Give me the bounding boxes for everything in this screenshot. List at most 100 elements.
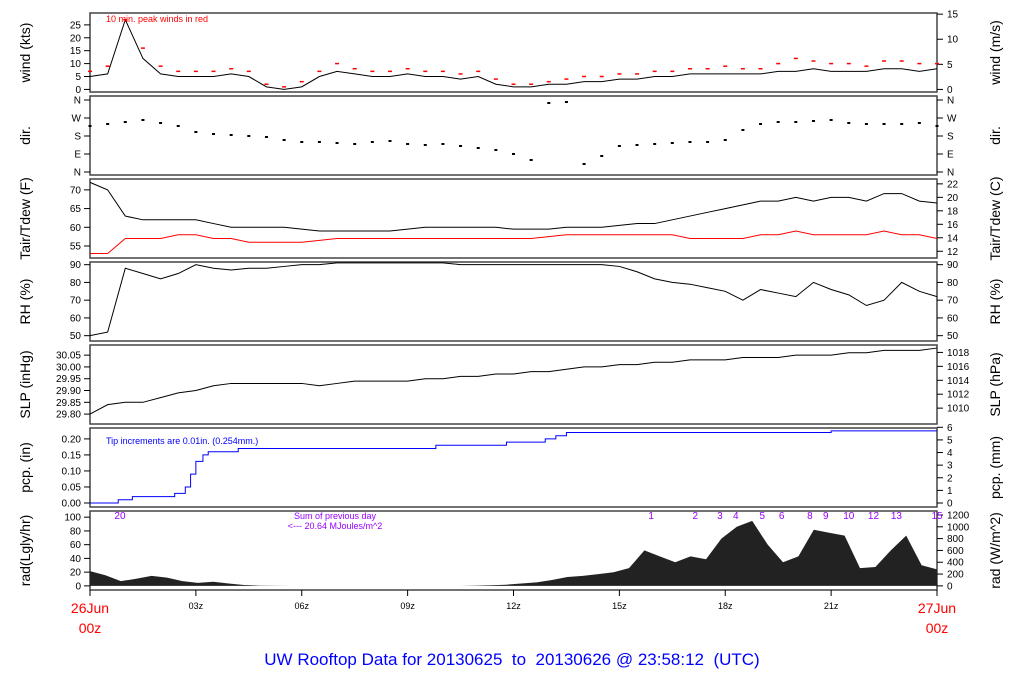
- slp-ytick-label: 29.85: [56, 398, 81, 409]
- wind-direction-point: [759, 123, 763, 125]
- rad-ytick-label: 60: [70, 540, 82, 551]
- temp-ytick-label-right: 12: [947, 247, 959, 258]
- wind-direction-point: [212, 133, 216, 135]
- wind-direction-point: [88, 125, 92, 127]
- wind-direction-point: [282, 139, 286, 141]
- dir-ytick-label-right: E: [947, 150, 954, 161]
- wind-direction-point: [264, 136, 268, 138]
- rad-ylabel: rad(Lgly/hr): [17, 515, 33, 587]
- start-date-label: 00z: [79, 620, 102, 636]
- dir-ytick-label-right: N: [947, 96, 954, 107]
- slp-ytick-label-right: 1010: [947, 404, 970, 415]
- pcp-ytick-label-right: 0: [947, 498, 953, 509]
- temp-ytick-label: 60: [70, 223, 82, 234]
- wind-direction-point: [794, 121, 798, 123]
- wind-direction-point: [335, 142, 339, 144]
- temp-ylabel-right: Tair/Tdew (C): [987, 176, 1003, 260]
- slp-ytick-label: 29.80: [56, 410, 81, 421]
- pcp-ytick-label: 0.10: [62, 466, 82, 477]
- wind-direction-point: [423, 144, 427, 146]
- wind-direction-point: [847, 122, 851, 124]
- wind-direction-point: [353, 143, 357, 145]
- wind-ytick-label: 10: [70, 59, 82, 70]
- xtick-label: 09z: [400, 601, 415, 611]
- wind-direction-point: [159, 122, 163, 124]
- wind-direction-point: [564, 101, 568, 103]
- wind-ytick-label: 20: [70, 33, 82, 44]
- wind-ytick-label: 25: [70, 20, 82, 31]
- pcp-ytick-label-right: 3: [947, 461, 953, 472]
- wind-direction-point: [141, 119, 145, 121]
- rad-hour-label: 10: [843, 511, 855, 522]
- wind-direction-point: [900, 123, 904, 125]
- wind-direction-point: [882, 123, 886, 125]
- pcp-ytick-label: 0.15: [62, 450, 82, 461]
- pcp-ytick-label: 0.00: [62, 498, 82, 509]
- pcp-annotation: Tip increments are 0.01in. (0.254mm.): [106, 436, 258, 446]
- rad-hour-label: 4: [733, 511, 739, 522]
- rad-ytick-label-right: 1200: [947, 510, 970, 521]
- wind-ylabel: wind (kts): [17, 23, 33, 84]
- pcp-ytick-label-right: 6: [947, 423, 953, 434]
- wind-direction-point: [176, 125, 180, 127]
- rh-panel-frame: [89, 261, 938, 342]
- chart-title: UW Rooftop Data for 20130625 to 20130626…: [264, 650, 760, 669]
- wind-direction-point: [582, 163, 586, 165]
- temp-ytick-label-right: 20: [947, 193, 959, 204]
- rh-ytick-label: 70: [70, 296, 82, 307]
- wind-ytick-label: 0: [75, 85, 81, 96]
- wind-direction-point: [494, 149, 498, 151]
- start-date-label: 26Jun: [71, 600, 109, 616]
- wind-direction-point: [635, 144, 639, 146]
- wind-ytick-label-right: 15: [947, 10, 959, 21]
- rad-hour-label: 8: [807, 511, 813, 522]
- wind-direction-point: [811, 120, 815, 122]
- precip-line: [90, 430, 937, 504]
- wind-direction-point: [529, 159, 533, 161]
- rad-hour-label: 5: [760, 511, 766, 522]
- end-date-label: 27Jun: [918, 600, 956, 616]
- rh-ytick-label: 60: [70, 313, 82, 324]
- wind-direction-point: [123, 121, 127, 123]
- wind-direction-point: [106, 123, 110, 125]
- rh-ylabel: RH (%): [17, 279, 33, 325]
- rad-hour-label: 3: [717, 511, 723, 522]
- slp-ytick-label: 29.95: [56, 374, 81, 385]
- wind-direction-point: [688, 141, 692, 143]
- pcp-ytick-label: 0.05: [62, 482, 82, 493]
- rad-ytick-label-right: 400: [947, 558, 964, 569]
- wind-direction-point: [512, 153, 515, 155]
- rad-ytick-label: 40: [70, 554, 82, 565]
- xtick-label: 15z: [612, 601, 627, 611]
- dir-ytick-label: E: [74, 150, 81, 161]
- xtick-label: 03z: [189, 601, 204, 611]
- xtick-label: 12z: [506, 601, 521, 611]
- tdew-line: [90, 230, 938, 255]
- dir-ytick-label: W: [72, 114, 82, 125]
- slp-ytick-label-right: 1016: [947, 362, 970, 373]
- wind-direction-point: [194, 131, 198, 133]
- wind-direction-point: [300, 141, 304, 143]
- wind-ytick-label-right: 5: [947, 60, 953, 71]
- dir-ytick-label-right: N: [947, 168, 954, 179]
- wind-panel-frame: [89, 12, 938, 93]
- wind-direction-point: [706, 141, 710, 143]
- wind-direction-point: [670, 142, 674, 144]
- rh-ytick-label-right: 60: [947, 313, 959, 324]
- rh-line: [89, 262, 938, 337]
- wind-direction-point: [617, 145, 621, 147]
- temp-ytick-label: 55: [70, 242, 82, 253]
- slp-ytick-label-right: 1014: [947, 376, 970, 387]
- slp-ylabel: SLP (inHg): [17, 350, 33, 418]
- pcp-ytick-label-right: 5: [947, 435, 953, 446]
- slp-ylabel-right: SLP (hPa): [987, 352, 1003, 416]
- slp-ytick-label: 29.90: [56, 386, 81, 397]
- slp-ytick-label-right: 1018: [947, 348, 970, 359]
- dir-ytick-label: S: [74, 132, 81, 143]
- rad-ytick-label: 20: [70, 568, 82, 579]
- pcp-panel-frame: [89, 427, 938, 508]
- dir-ytick-label-right: W: [947, 114, 957, 125]
- radiation-area: [90, 520, 937, 586]
- rad-ytick-label: 100: [64, 513, 81, 524]
- wind-ylabel-right: wind (m/s): [987, 20, 1003, 86]
